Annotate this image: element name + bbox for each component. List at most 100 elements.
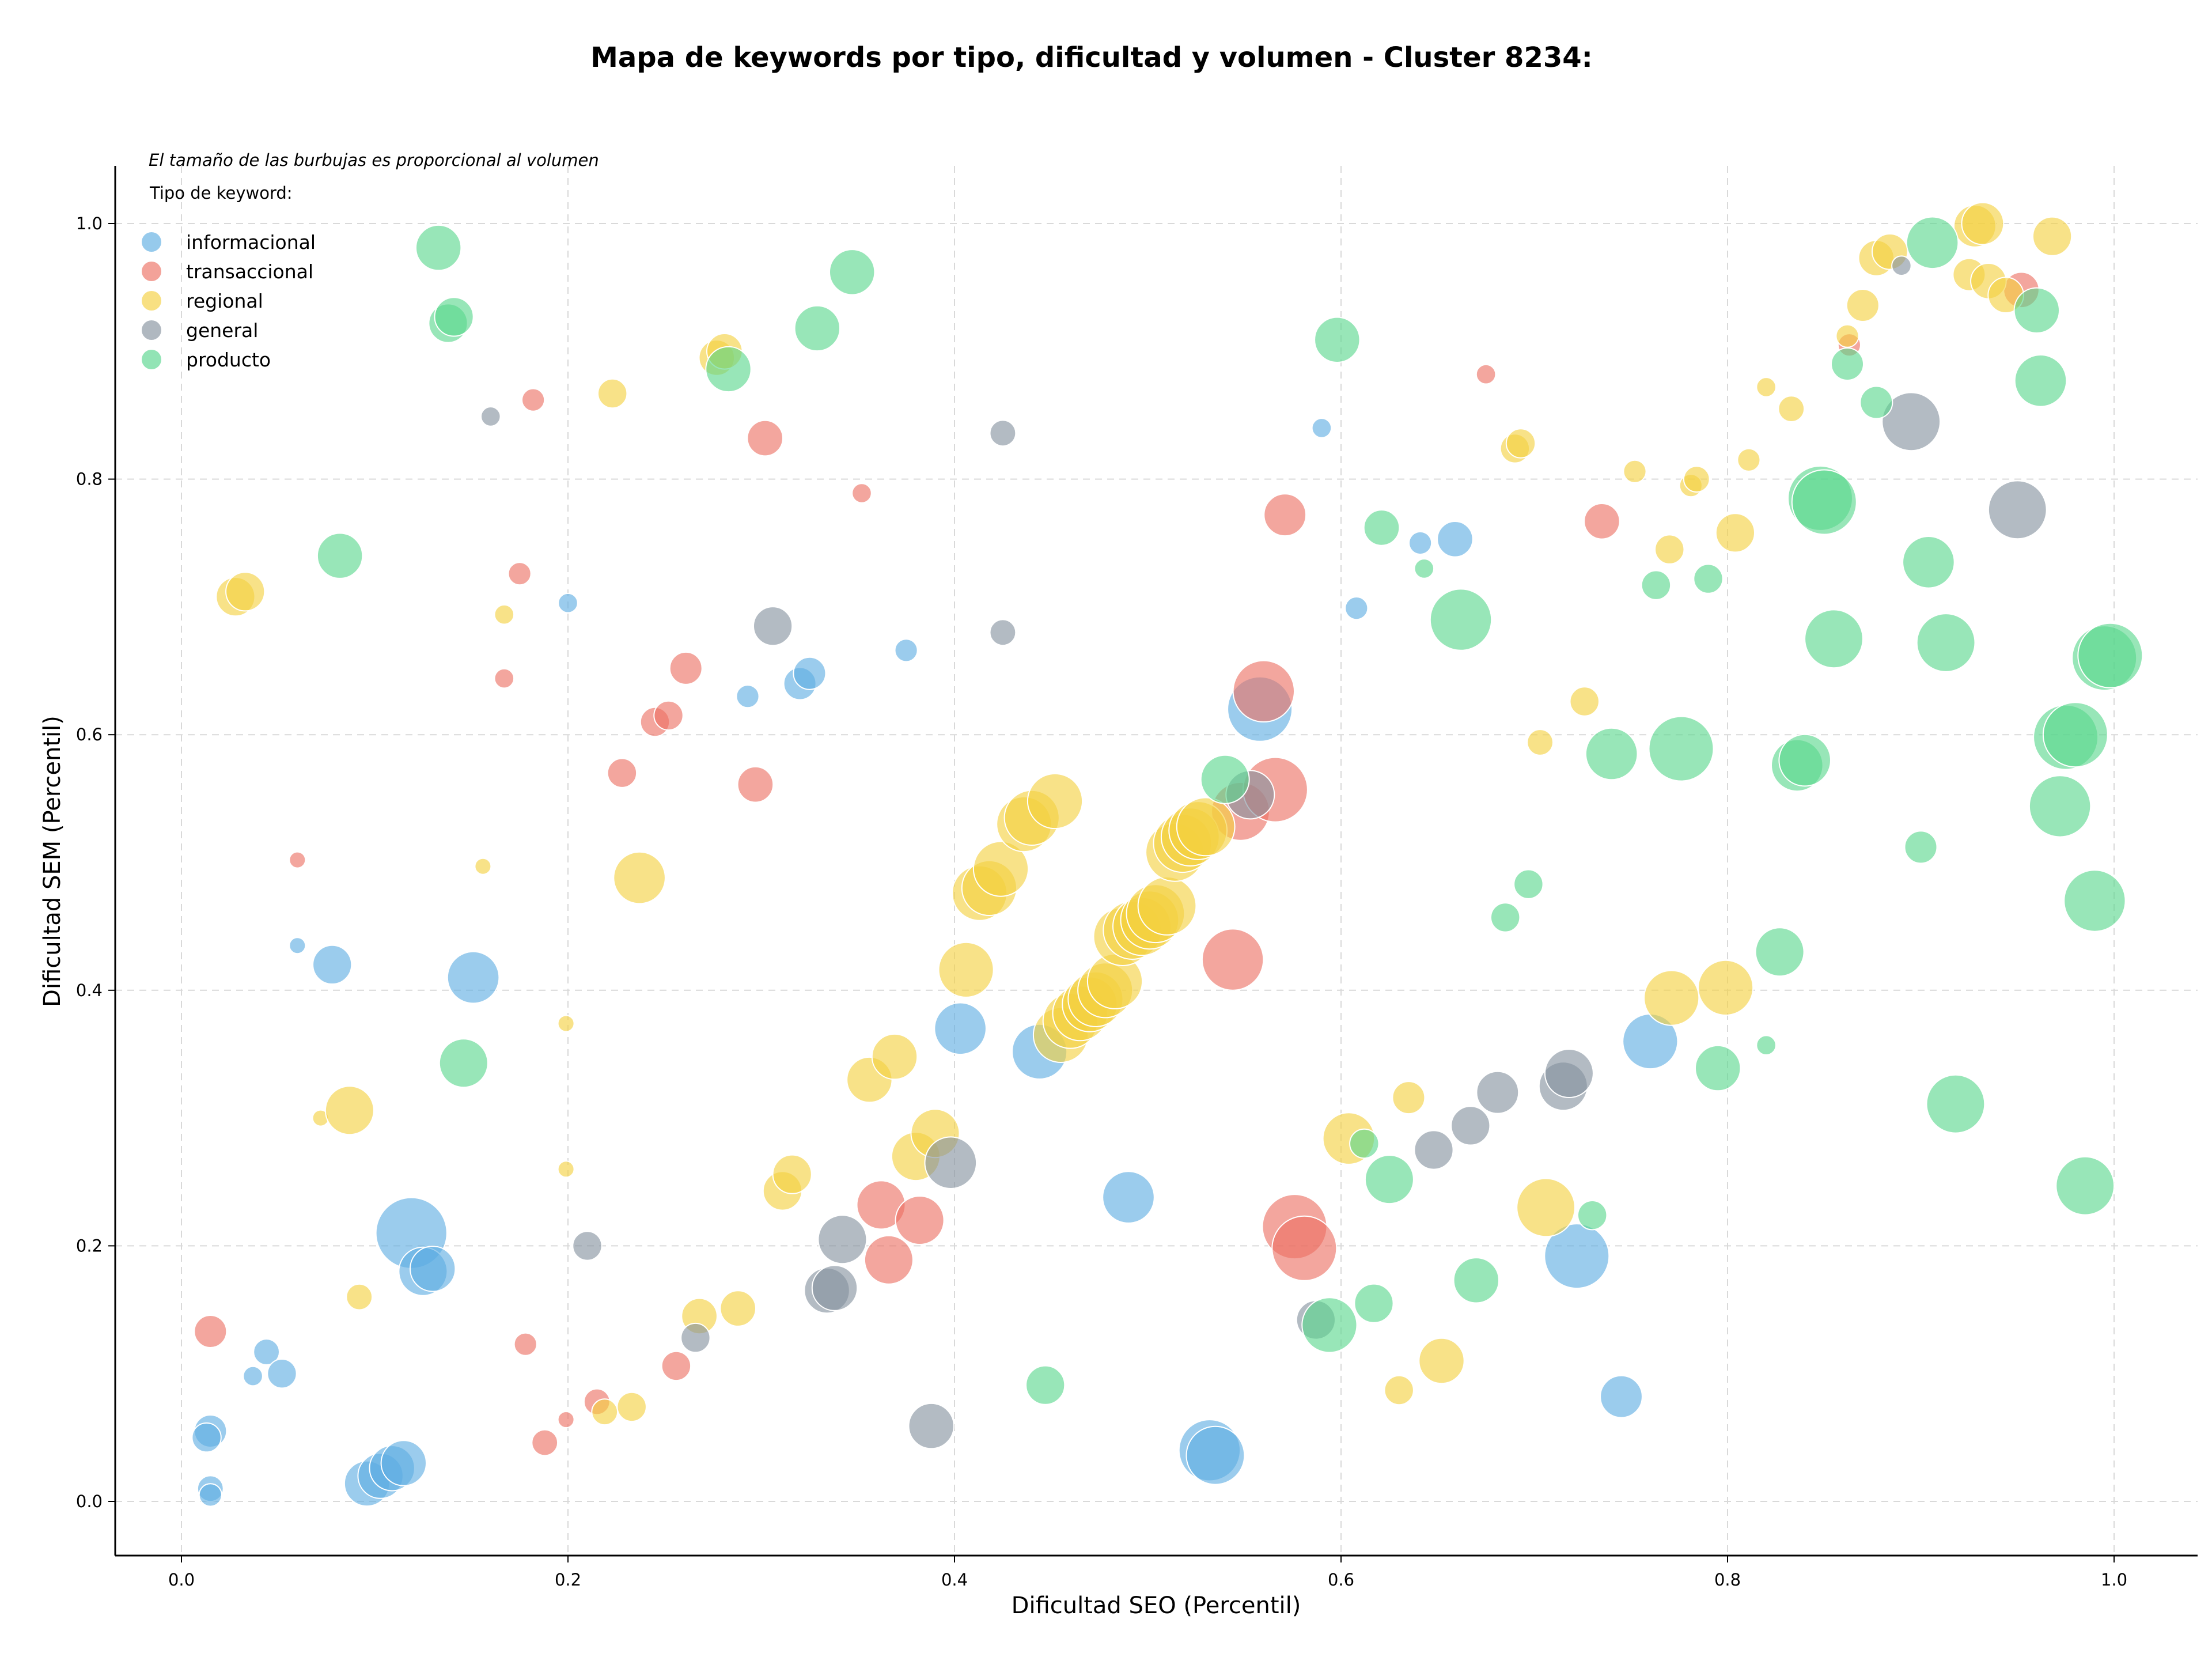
bubble-producto (1585, 727, 1638, 781)
bubble-series (191, 202, 2143, 1507)
legend-label-informacional: informacional (186, 231, 316, 253)
x-tick-label: 0.2 (555, 1570, 581, 1590)
bubble-producto (705, 346, 752, 393)
bubble-regional (1698, 959, 1754, 1016)
bubble-regional (719, 1290, 756, 1327)
axes (114, 166, 2198, 1557)
bubble-regional (1569, 686, 1600, 717)
bubble-general (1987, 480, 2047, 540)
bubble-producto (1926, 1074, 1986, 1134)
y-tick-label: 0.4 (76, 981, 103, 1000)
bubble-informacional (793, 656, 827, 690)
bubble-regional (1418, 1337, 1465, 1384)
bubble-producto (1648, 716, 1714, 782)
bubble-producto (1778, 733, 1831, 787)
bubble-transaccional (661, 1350, 692, 1382)
bubble-producto (1695, 1045, 1741, 1092)
bubble-producto (1429, 588, 1493, 651)
bubble-producto (1354, 1283, 1394, 1323)
bubble-transaccional (1271, 1215, 1338, 1281)
bubble-general (924, 1136, 978, 1189)
bubble-general (1891, 255, 1912, 277)
y-tick-label: 0.8 (76, 470, 103, 489)
bubble-transaccional (1475, 364, 1497, 385)
bubble-general (989, 619, 1017, 646)
bubble-informacional (934, 1002, 987, 1055)
bubble-producto (794, 305, 841, 352)
bubble-producto (1490, 902, 1521, 933)
bubble-informacional (736, 684, 760, 709)
bubble-regional (494, 604, 515, 625)
bubble-transaccional (747, 419, 783, 457)
bubble-producto (1414, 558, 1435, 579)
bubble-regional (225, 572, 266, 612)
bubble-producto (1577, 1200, 1608, 1231)
x-tick-label: 0.4 (941, 1570, 968, 1590)
y-axis-label: Dificultad SEM (Percentil) (39, 716, 66, 1007)
bubble-producto (1314, 316, 1361, 363)
bubble-transaccional (669, 651, 703, 685)
bubble-informacional (312, 944, 353, 985)
bubble-general (817, 1214, 868, 1265)
bubble-informacional (1437, 521, 1474, 558)
y-tick-label: 0.0 (76, 1492, 103, 1511)
y-tick-label: 0.6 (76, 725, 103, 744)
legend-items: informacional transaccional regional genera… (142, 231, 316, 371)
grid-lines (115, 166, 2198, 1556)
bubble-transaccional (507, 562, 532, 586)
bubble-informacional (289, 937, 306, 955)
bubble-regional (1961, 202, 2005, 245)
bubble-general (1450, 1106, 1491, 1146)
bubble-producto (2028, 775, 2092, 838)
bubble-regional (1527, 729, 1554, 756)
bubble-regional (1715, 513, 1755, 553)
bubble-informacional (558, 592, 578, 614)
bubble-regional (1384, 1375, 1414, 1406)
bubble-informacional (191, 1422, 222, 1453)
y-tick-label: 1.0 (76, 214, 103, 233)
bubble-general (1476, 1070, 1520, 1114)
bubble-general (908, 1402, 955, 1450)
bubble-producto (1906, 216, 1959, 270)
bubble-transaccional (737, 766, 774, 803)
bubble-producto (1513, 869, 1544, 899)
chart-title: Mapa de keywords por tipo, dificultad y … (590, 41, 1593, 74)
bubble-producto (1916, 613, 1976, 672)
bubble-producto (1755, 927, 1805, 977)
bubble-producto (434, 297, 474, 337)
bubble-informacional (198, 1483, 222, 1507)
bubble-transaccional (494, 668, 515, 689)
bubble-producto (1791, 469, 1857, 535)
x-tick-label: 0.6 (1328, 1570, 1354, 1590)
x-tick-label: 0.0 (168, 1570, 195, 1590)
bubble-transaccional (863, 1235, 914, 1285)
bubble-producto (1902, 536, 1955, 589)
bubble-producto (1831, 347, 1864, 381)
bubble-general (811, 1265, 858, 1311)
bubble-transaccional (1201, 928, 1264, 991)
bubble-producto (1859, 385, 1893, 419)
bubble-regional (1516, 1178, 1576, 1238)
bubble-informacional (894, 638, 918, 663)
bubble-regional (1756, 377, 1777, 398)
bubble-informacional (267, 1359, 297, 1389)
bubble-informacional (1102, 1171, 1155, 1224)
bubble-transaccional (289, 851, 306, 869)
bubble-general (989, 419, 1017, 447)
bubble-producto (1453, 1257, 1500, 1304)
bubble-transaccional (521, 388, 546, 412)
bubble-regional (1737, 448, 1761, 472)
bubble-producto (1364, 1155, 1414, 1205)
bubble-informacional (243, 1365, 263, 1387)
bubble-transaccional (1232, 660, 1296, 723)
bubble-producto (438, 1038, 488, 1088)
bubble-transaccional (531, 1429, 559, 1456)
bubble-producto (1904, 830, 1938, 864)
bubble-informacional (1344, 596, 1369, 620)
legend-label-regional: regional (186, 290, 263, 312)
bubble-informacional (410, 1246, 456, 1292)
bubble-transaccional (194, 1315, 228, 1348)
bubble-regional (1623, 459, 1647, 483)
